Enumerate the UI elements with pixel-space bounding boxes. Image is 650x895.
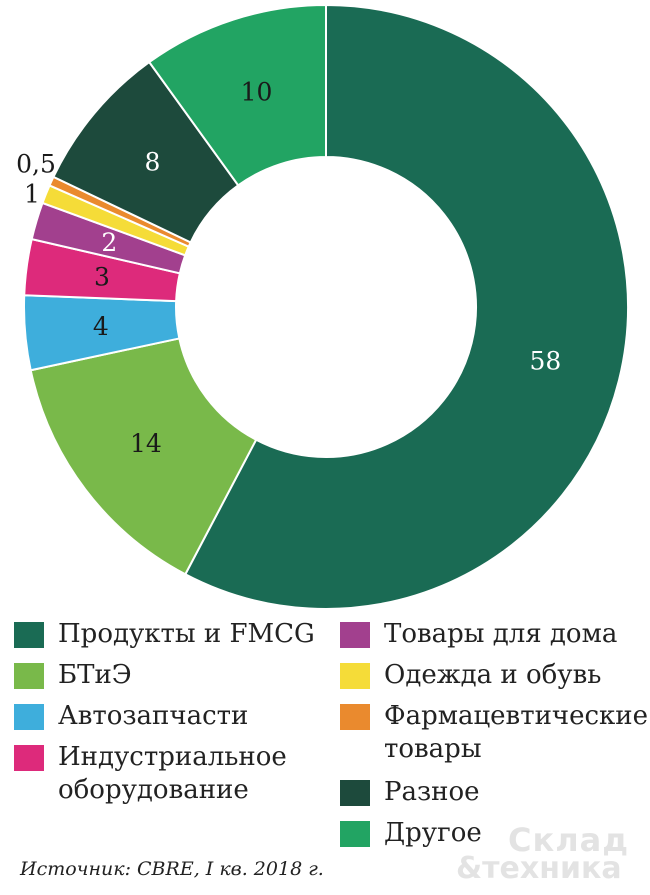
legend-item: Товары для дома — [340, 618, 617, 651]
legend-swatch — [14, 704, 44, 730]
legend-swatch — [340, 821, 370, 847]
legend-swatch — [14, 745, 44, 771]
slice-value-label: 8 — [145, 148, 161, 177]
slice-value-label: 2 — [101, 228, 117, 257]
legend-label: Индустриальное оборудование — [58, 742, 287, 805]
legend-item: Продукты и FMCG — [14, 618, 315, 651]
legend-swatch — [340, 663, 370, 689]
legend-item: Индустриальное оборудование — [14, 741, 287, 807]
legend-label: Другое — [384, 818, 482, 848]
slice-2 — [29, 337, 258, 576]
watermark-logo: Склад &техника — [456, 821, 636, 887]
slice-value-label: 3 — [94, 263, 110, 292]
slice-1 — [183, 3, 629, 610]
legend-label: Товары для дома — [384, 619, 618, 649]
legend-swatch — [14, 622, 44, 648]
slice-value-label: 14 — [130, 429, 162, 458]
slice-9 — [147, 3, 327, 187]
legend-label: БТиЭ — [58, 660, 132, 690]
logo-text-line2: &техника — [456, 851, 622, 886]
donut-chart: 58 14 4 3 2 10,5 8 10 — [16, 3, 629, 610]
slice-value-label: 10 — [241, 77, 273, 106]
legend-label: Одежда и обувь — [384, 660, 602, 690]
legend-item: Фармацевтические товары — [340, 700, 648, 766]
legend-item: Одежда и обувь — [340, 659, 601, 692]
legend-swatch — [340, 622, 370, 648]
logo-text-line1: Склад — [508, 821, 630, 859]
legend-item: БТиЭ — [14, 659, 132, 692]
source-note: Источник: CBRE, I кв. 2018 г. — [20, 858, 324, 880]
legend-item: Разное — [340, 776, 480, 809]
slice-value-label: 4 — [93, 312, 109, 341]
legend-label: Разное — [384, 777, 480, 807]
legend-label: Автозапчасти — [58, 701, 249, 731]
legend-swatch — [340, 704, 370, 730]
legend-item: Другое — [340, 817, 482, 850]
legend-item: Автозапчасти — [14, 700, 248, 733]
slice-value-label: 0,5 — [16, 150, 56, 179]
legend-swatch — [14, 663, 44, 689]
slice-value-label: 58 — [529, 347, 561, 376]
legend-label: Продукты и FMCG — [58, 619, 315, 649]
slice-value-label: 1 — [24, 180, 40, 209]
legend-swatch — [340, 780, 370, 806]
legend: Продукты и FMCG БТиЭ Автозапчасти Индустриа… — [0, 612, 650, 862]
legend-label: Фармацевтические товары — [384, 701, 649, 764]
